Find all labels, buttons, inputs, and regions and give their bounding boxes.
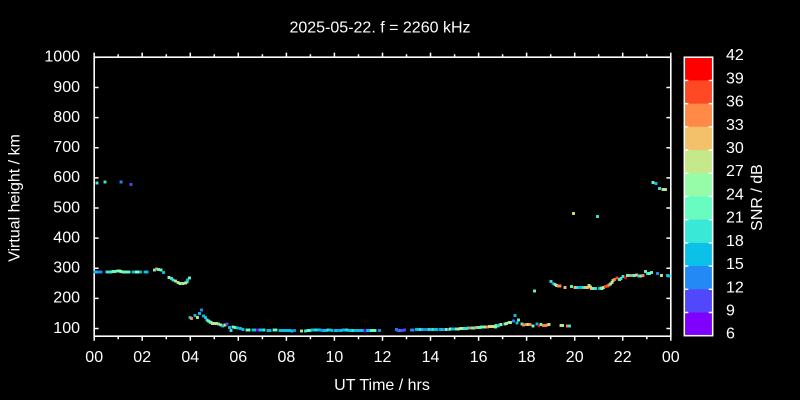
svg-text:300: 300 [53, 260, 80, 277]
svg-text:27: 27 [726, 163, 744, 180]
svg-text:12: 12 [374, 349, 392, 366]
svg-text:10: 10 [326, 349, 344, 366]
svg-text:02: 02 [133, 349, 151, 366]
svg-text:08: 08 [278, 349, 296, 366]
svg-text:2025-05-22. f = 2260 kHz: 2025-05-22. f = 2260 kHz [289, 20, 470, 37]
svg-text:1000: 1000 [44, 49, 80, 66]
svg-text:100: 100 [53, 320, 80, 337]
svg-text:6: 6 [726, 326, 735, 343]
svg-text:200: 200 [53, 290, 80, 307]
svg-text:900: 900 [53, 79, 80, 96]
svg-text:20: 20 [566, 349, 584, 366]
svg-text:15: 15 [726, 256, 744, 273]
svg-text:12: 12 [726, 279, 744, 296]
svg-text:21: 21 [726, 210, 744, 227]
svg-text:9: 9 [726, 303, 735, 320]
svg-text:39: 39 [726, 70, 744, 87]
svg-text:18: 18 [726, 233, 744, 250]
svg-text:700: 700 [53, 139, 80, 156]
svg-text:00: 00 [85, 349, 103, 366]
svg-text:600: 600 [53, 169, 80, 186]
svg-text:400: 400 [53, 229, 80, 246]
svg-text:36: 36 [726, 94, 744, 111]
svg-text:SNR / dB: SNR / dB [749, 164, 766, 231]
svg-text:14: 14 [422, 349, 440, 366]
svg-text:33: 33 [726, 117, 744, 134]
svg-text:06: 06 [229, 349, 247, 366]
svg-text:18: 18 [518, 349, 536, 366]
svg-text:Virtual height / km: Virtual height / km [7, 134, 24, 262]
svg-text:42: 42 [726, 47, 744, 64]
svg-text:30: 30 [726, 140, 744, 157]
svg-text:22: 22 [614, 349, 632, 366]
svg-text:UT Time / hrs: UT Time / hrs [334, 377, 430, 394]
svg-text:24: 24 [726, 186, 744, 203]
svg-text:00: 00 [662, 349, 680, 366]
svg-text:500: 500 [53, 199, 80, 216]
svg-text:800: 800 [53, 109, 80, 126]
svg-text:04: 04 [181, 349, 199, 366]
svg-text:16: 16 [470, 349, 488, 366]
